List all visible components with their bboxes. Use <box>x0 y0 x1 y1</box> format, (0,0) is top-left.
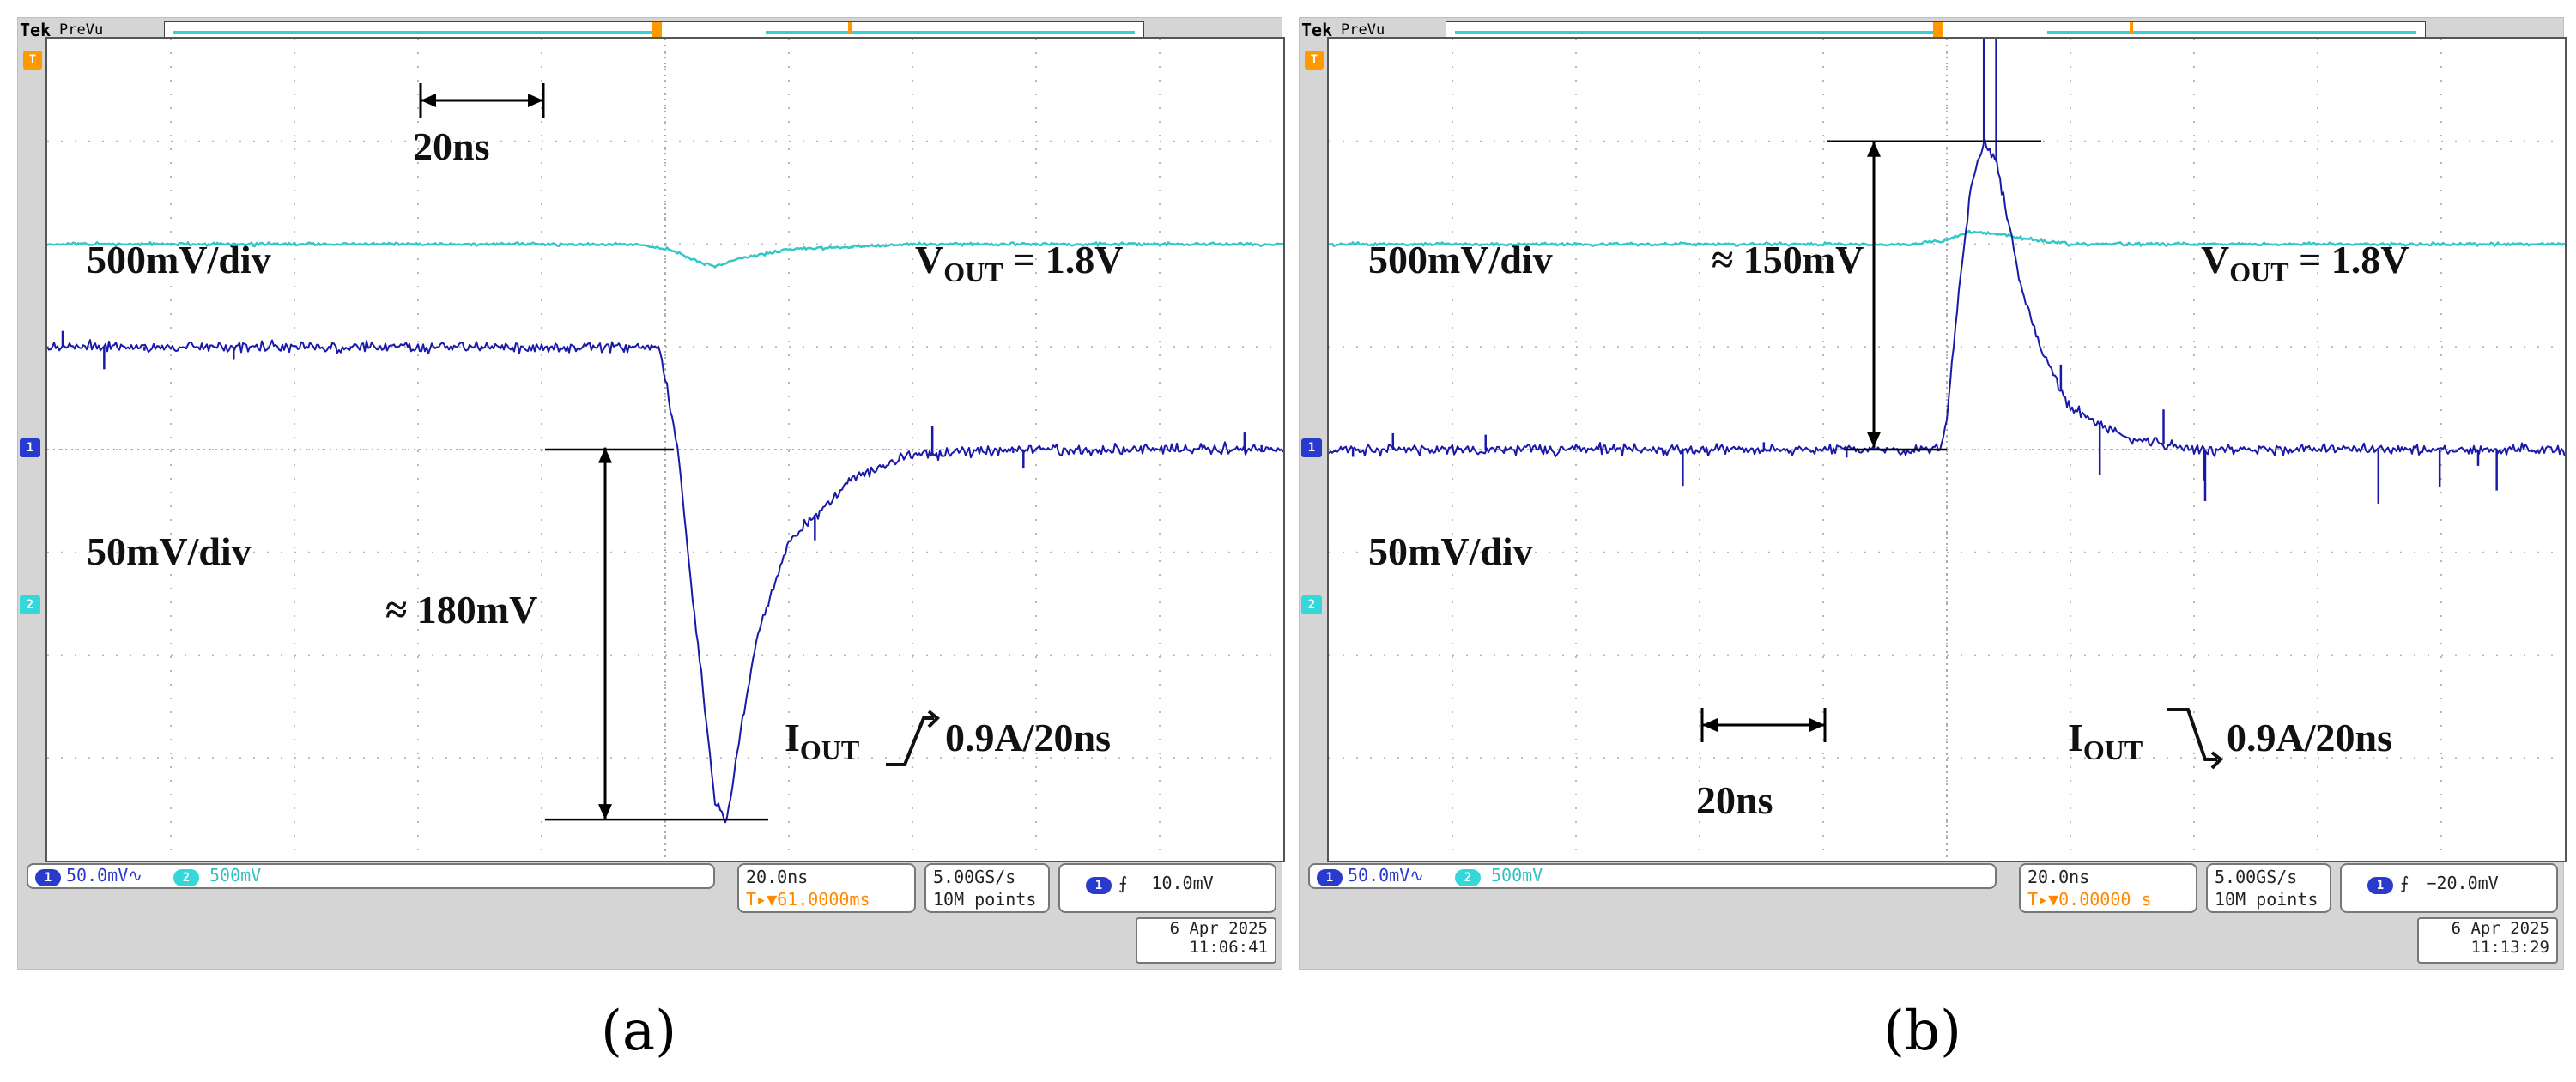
trigger-channel-chip: 1 <box>1086 877 1112 894</box>
ch1-trace <box>47 339 1283 824</box>
record-position-line-right <box>2047 31 2416 34</box>
vout-main: V <box>915 238 944 281</box>
record-length-value: 10M points <box>2215 889 2318 910</box>
trigger-position-value: T▸▼0.00000 s <box>2027 889 2152 910</box>
time-value: 11:06:41 <box>1189 938 1268 957</box>
ch2-chip: 2 <box>1455 869 1482 886</box>
time-marker-label: 20ns <box>1696 778 1773 822</box>
vout-trace <box>47 241 1283 269</box>
caption-a: (a) <box>601 1000 677 1063</box>
record-position-line <box>1455 31 1936 34</box>
date-time-readout: 6 Apr 2025 11:06:41 <box>1136 917 1276 964</box>
time-marker-arrow-head-left <box>421 94 436 107</box>
trigger-position-value: T▸▼61.0000ms <box>746 889 870 910</box>
iout-main-label: IOUT <box>2068 715 2143 766</box>
iout-step-label: 0.9A/20ns <box>945 716 1111 759</box>
trigger-position-icon <box>1933 22 1943 41</box>
timebase-value: 20.0ns <box>746 867 809 887</box>
iout-main: I <box>785 716 800 759</box>
ch2-ground-marker-icon: 2 <box>1301 595 1322 614</box>
ch1-scale-readout: 50.0mV∿ <box>66 865 143 886</box>
date-time-readout: 6 Apr 2025 11:13:29 <box>2417 917 2558 964</box>
ch1-scale-readout: 50.0mV∿ <box>1348 865 1425 886</box>
amplitude-arrow-head-bottom <box>1867 432 1881 448</box>
amplitude-arrow-head-bottom <box>598 804 612 820</box>
scope-screen-b <box>1327 37 2567 862</box>
ch2-scale-readout: 500mV <box>1491 865 1543 886</box>
ch2-chip: 2 <box>173 869 200 886</box>
date-value: 6 Apr 2025 <box>2451 919 2549 938</box>
vout-label: VOUT = 1.8V <box>2201 237 2409 288</box>
vout-trace <box>1329 229 2565 248</box>
rising-step-icon <box>886 710 940 766</box>
vout-label: VOUT = 1.8V <box>915 237 1124 288</box>
trigger-level-value: 10.0mV <box>1151 873 1214 893</box>
vout-sub: OUT <box>2229 257 2289 287</box>
scope-plot-b <box>1329 39 2565 861</box>
trigger-level-value: −20.0mV <box>2426 873 2499 893</box>
iout-main-label: IOUT <box>785 715 859 766</box>
time-marker-label: 20ns <box>413 124 490 168</box>
trigger-edge-icon: ⨍ <box>1118 873 1128 893</box>
trigger-level-icon: T <box>1305 51 1324 70</box>
iout-sub: OUT <box>799 734 860 765</box>
timebase-value: 20.0ns <box>2027 867 2090 887</box>
amplitude-arrow-head-top <box>1867 141 1881 157</box>
vout-value: = 1.8V <box>1003 238 1124 281</box>
ch1-ground-marker-icon: 1 <box>1301 438 1322 457</box>
sample-rate-value: 5.00GS/s <box>933 867 1016 887</box>
trigger-channel-chip: 1 <box>2367 877 2393 894</box>
ch1-ground-marker-icon: 1 <box>20 438 40 457</box>
record-position-line <box>173 31 654 34</box>
timebase-readout: 20.0ns T▸▼61.0000ms <box>737 863 916 913</box>
ch2-scale-readout: 500mV <box>209 865 262 886</box>
vout-sub: OUT <box>943 257 1003 287</box>
scope-screen-a <box>45 37 1285 862</box>
trigger-position-icon <box>652 22 662 41</box>
trigger-marker-icon <box>848 22 852 34</box>
timebase-readout: 20.0ns T▸▼0.00000 s <box>2019 863 2197 913</box>
vout-value: = 1.8V <box>2288 238 2409 281</box>
caption-b: (b) <box>1883 1000 1961 1063</box>
trigger-readout: 1 ⨍ −20.0mV <box>2340 863 2558 913</box>
date-value: 6 Apr 2025 <box>1169 919 1268 938</box>
time-marker-arrow-head-right <box>1809 718 1825 732</box>
trigger-marker-icon <box>2130 22 2133 34</box>
vout-main: V <box>2201 238 2230 281</box>
trigger-edge-icon: ⨍ <box>2400 873 2409 893</box>
record-position-line-right <box>766 31 1135 34</box>
time-value: 11:13:29 <box>2470 938 2549 957</box>
amplitude-label: ≈ 150mV <box>1712 238 1864 281</box>
ch2-scale-label: 500mV/div <box>1368 238 1553 281</box>
iout-main: I <box>2068 716 2083 759</box>
time-marker-arrow-head-left <box>1702 718 1718 732</box>
scope-panel-b: Tek PreVu T 1 2 20ns 500mV/div ≈ 150mV V… <box>1299 17 2567 970</box>
sample-rate-value: 5.00GS/s <box>2215 867 2298 887</box>
trigger-readout: 1 ⨍ 10.0mV <box>1058 863 1276 913</box>
ch1-chip: 1 <box>35 869 61 886</box>
channel-readout: 1 50.0mV∿ 2 500mV <box>1308 863 1997 889</box>
trigger-level-icon: T <box>23 51 42 70</box>
ch2-ground-marker-icon: 2 <box>20 595 40 614</box>
iout-sub: OUT <box>2082 734 2143 765</box>
falling-step-icon <box>2167 708 2223 770</box>
ch1-scale-label: 50mV/div <box>87 529 252 573</box>
mode-label: PreVu <box>1341 21 1385 39</box>
scope-plot-a <box>47 39 1283 861</box>
mode-label: PreVu <box>59 21 104 39</box>
acquisition-readout: 5.00GS/s 10M points <box>924 863 1050 913</box>
scope-panel-a: Tek PreVu T 1 2 20ns 500mV/div VOUT = 1.… <box>17 17 1285 970</box>
iout-step-label: 0.9A/20ns <box>2227 716 2392 759</box>
amplitude-label: ≈ 180mV <box>385 588 538 632</box>
record-length-value: 10M points <box>933 889 1037 910</box>
ch1-scale-label: 50mV/div <box>1368 529 1533 573</box>
acquisition-readout: 5.00GS/s 10M points <box>2206 863 2331 913</box>
ch1-trace <box>1329 137 2565 458</box>
amplitude-arrow-head-top <box>598 447 612 463</box>
time-marker-arrow-head-right <box>528 94 543 107</box>
ch2-scale-label: 500mV/div <box>87 238 271 281</box>
ch1-chip: 1 <box>1317 869 1343 886</box>
channel-readout: 1 50.0mV∿ 2 500mV <box>27 863 715 889</box>
